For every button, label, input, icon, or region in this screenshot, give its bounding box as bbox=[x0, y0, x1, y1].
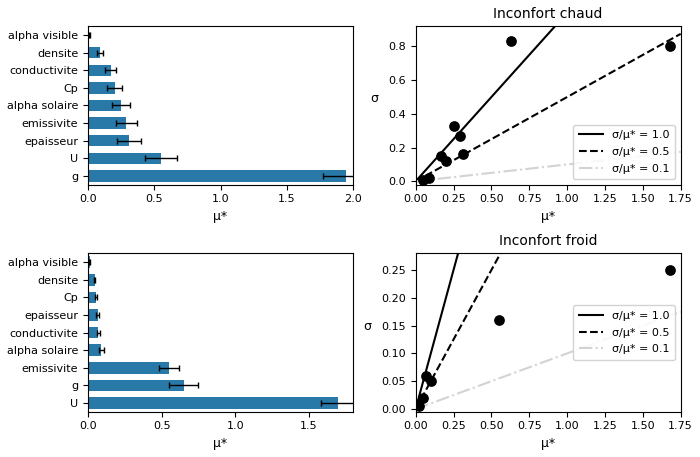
Bar bbox=[88, 29, 90, 41]
Point bbox=[418, 176, 429, 183]
Title: Inconfort froid: Inconfort froid bbox=[499, 234, 597, 248]
Point bbox=[664, 43, 676, 50]
Bar bbox=[88, 362, 169, 373]
Bar bbox=[88, 309, 97, 321]
Bar bbox=[88, 100, 121, 111]
Title: Inconfort chaud: Inconfort chaud bbox=[494, 7, 603, 21]
Bar bbox=[88, 397, 338, 409]
Y-axis label: σ: σ bbox=[363, 319, 371, 333]
Point bbox=[440, 157, 452, 165]
Point bbox=[494, 316, 505, 324]
Bar bbox=[88, 345, 102, 356]
Bar bbox=[88, 327, 98, 338]
Bar bbox=[88, 274, 95, 286]
Point bbox=[436, 152, 447, 159]
Legend: σ/μ* = 1.0, σ/μ* = 0.5, σ/μ* = 0.1: σ/μ* = 1.0, σ/μ* = 0.5, σ/μ* = 0.1 bbox=[573, 305, 675, 360]
X-axis label: μ*: μ* bbox=[214, 210, 228, 223]
Point bbox=[418, 394, 429, 402]
X-axis label: μ*: μ* bbox=[541, 437, 555, 450]
Legend: σ/μ* = 1.0, σ/μ* = 0.5, σ/μ* = 0.1: σ/μ* = 1.0, σ/μ* = 0.5, σ/μ* = 0.1 bbox=[573, 125, 675, 179]
Point bbox=[454, 132, 466, 139]
Point bbox=[664, 266, 676, 274]
Point bbox=[505, 38, 517, 45]
Bar bbox=[88, 47, 100, 58]
Point bbox=[424, 174, 435, 181]
Y-axis label: σ: σ bbox=[370, 92, 378, 106]
Bar bbox=[88, 380, 183, 391]
Point bbox=[457, 151, 468, 158]
Bar bbox=[88, 256, 90, 268]
Point bbox=[448, 122, 459, 129]
Bar bbox=[88, 292, 96, 303]
Bar bbox=[88, 170, 346, 181]
Bar bbox=[88, 117, 127, 129]
X-axis label: μ*: μ* bbox=[214, 437, 228, 450]
Point bbox=[413, 403, 424, 410]
Bar bbox=[88, 82, 115, 94]
Point bbox=[425, 377, 436, 385]
Bar bbox=[88, 153, 161, 164]
Bar bbox=[88, 64, 111, 76]
Bar bbox=[88, 135, 129, 146]
X-axis label: μ*: μ* bbox=[541, 210, 555, 223]
Point bbox=[421, 372, 432, 379]
